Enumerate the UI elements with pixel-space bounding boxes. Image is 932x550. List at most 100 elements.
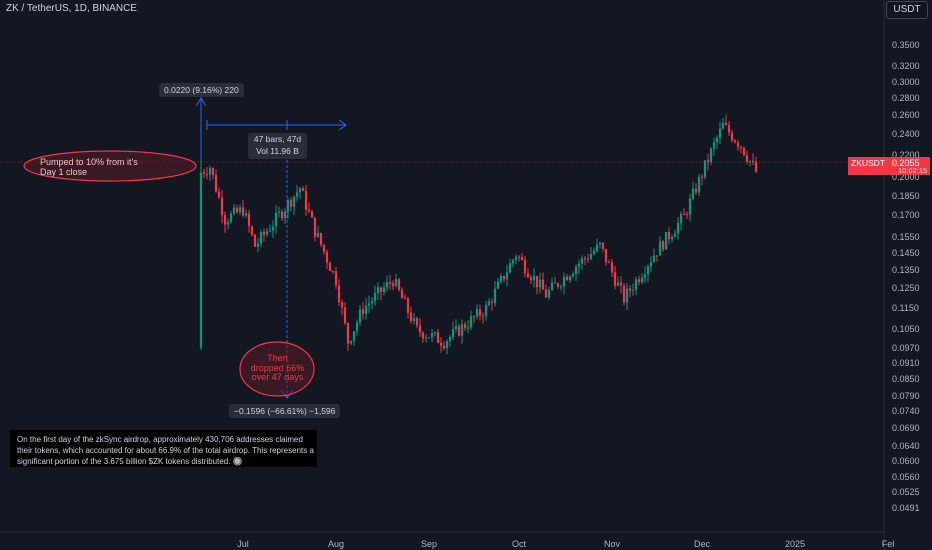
candle-body[interactable]	[700, 176, 704, 178]
candle-body[interactable]	[472, 316, 476, 318]
candle-body[interactable]	[538, 279, 542, 288]
candle-body[interactable]	[682, 213, 686, 215]
drop-ellipse[interactable]	[239, 341, 315, 397]
candle-body[interactable]	[436, 332, 440, 343]
candle-body[interactable]	[529, 277, 533, 281]
candle-body[interactable]	[199, 172, 203, 348]
candle-body[interactable]	[292, 196, 296, 207]
candle-body[interactable]	[616, 282, 620, 286]
candle-body[interactable]	[691, 188, 695, 199]
candle-body[interactable]	[358, 309, 362, 323]
candle-body[interactable]	[598, 242, 602, 245]
candle-body[interactable]	[283, 211, 287, 219]
candle-body[interactable]	[583, 258, 587, 260]
candle-body[interactable]	[361, 309, 365, 315]
candle-body[interactable]	[493, 288, 497, 303]
candle-body[interactable]	[550, 282, 554, 290]
candle-body[interactable]	[457, 325, 461, 336]
candle-body[interactable]	[562, 276, 566, 287]
candle-body[interactable]	[280, 211, 284, 219]
candle-body[interactable]	[205, 174, 209, 176]
candle-body[interactable]	[736, 142, 740, 147]
candle-body[interactable]	[208, 167, 212, 175]
candle-body[interactable]	[298, 188, 302, 193]
candle-body[interactable]	[631, 289, 635, 291]
candle-body[interactable]	[589, 253, 593, 260]
candle-body[interactable]	[346, 323, 350, 344]
candle-body[interactable]	[445, 341, 449, 349]
candle-body[interactable]	[406, 298, 410, 313]
candle-body[interactable]	[295, 192, 299, 197]
candle-body[interactable]	[658, 241, 662, 256]
candle-body[interactable]	[367, 303, 371, 306]
candle-body[interactable]	[607, 262, 611, 264]
candle-body[interactable]	[412, 318, 416, 322]
candle-body[interactable]	[535, 275, 539, 288]
candle-body[interactable]	[385, 281, 389, 288]
candle-body[interactable]	[643, 274, 647, 278]
candle-body[interactable]	[724, 122, 728, 125]
candle-body[interactable]	[517, 256, 521, 258]
candle-body[interactable]	[397, 279, 401, 290]
candle-body[interactable]	[670, 236, 674, 240]
candle-body[interactable]	[379, 287, 383, 293]
currency-button[interactable]: USDT	[886, 1, 928, 19]
candle-body[interactable]	[337, 285, 341, 303]
candle-body[interactable]	[460, 324, 464, 336]
candle-body[interactable]	[232, 207, 236, 214]
candle-body[interactable]	[418, 325, 422, 333]
candle-body[interactable]	[514, 256, 518, 260]
candle-body[interactable]	[733, 140, 737, 143]
candle-body[interactable]	[253, 234, 257, 247]
candle-body[interactable]	[271, 226, 275, 231]
candle-body[interactable]	[541, 279, 545, 290]
candle-body[interactable]	[331, 270, 335, 272]
candle-body[interactable]	[355, 322, 359, 332]
candle-body[interactable]	[754, 161, 758, 172]
candle-body[interactable]	[559, 286, 563, 288]
candle-body[interactable]	[697, 176, 701, 193]
candle-body[interactable]	[718, 128, 722, 138]
candle-body[interactable]	[433, 332, 437, 334]
candle-body[interactable]	[439, 342, 443, 346]
candle-body[interactable]	[403, 298, 407, 300]
pump-ellipse[interactable]	[23, 150, 197, 182]
candle-body[interactable]	[286, 200, 290, 212]
candle-body[interactable]	[328, 262, 332, 271]
candle-body[interactable]	[427, 337, 431, 339]
candle-body[interactable]	[202, 172, 206, 175]
candle-body[interactable]	[649, 262, 653, 267]
candle-body[interactable]	[442, 345, 446, 349]
candle-body[interactable]	[226, 222, 230, 225]
candle-body[interactable]	[574, 266, 578, 275]
candle-body[interactable]	[277, 211, 281, 213]
candle-body[interactable]	[679, 213, 683, 224]
candle-body[interactable]	[646, 266, 650, 275]
candle-body[interactable]	[334, 270, 338, 286]
candle-body[interactable]	[715, 137, 719, 143]
candle-body[interactable]	[424, 337, 428, 339]
candle-body[interactable]	[463, 324, 467, 329]
candle-body[interactable]	[604, 248, 608, 263]
candle-body[interactable]	[229, 213, 233, 223]
candle-body[interactable]	[481, 315, 485, 317]
candle-body[interactable]	[628, 288, 632, 291]
candle-body[interactable]	[685, 214, 689, 216]
candle-body[interactable]	[565, 276, 569, 281]
candle-body[interactable]	[547, 289, 551, 298]
candle-body[interactable]	[748, 160, 752, 162]
candle-body[interactable]	[409, 312, 413, 322]
candle-body[interactable]	[742, 147, 746, 156]
candle-body[interactable]	[289, 200, 293, 207]
candle-body[interactable]	[502, 275, 506, 280]
candle-body[interactable]	[262, 231, 266, 235]
candle-body[interactable]	[376, 287, 380, 293]
candle-body[interactable]	[259, 231, 263, 244]
candle-body[interactable]	[577, 263, 581, 267]
candle-body[interactable]	[244, 213, 248, 216]
candle-body[interactable]	[613, 272, 617, 286]
candle-body[interactable]	[496, 281, 500, 289]
candle-body[interactable]	[430, 333, 434, 338]
candle-body[interactable]	[349, 340, 353, 344]
